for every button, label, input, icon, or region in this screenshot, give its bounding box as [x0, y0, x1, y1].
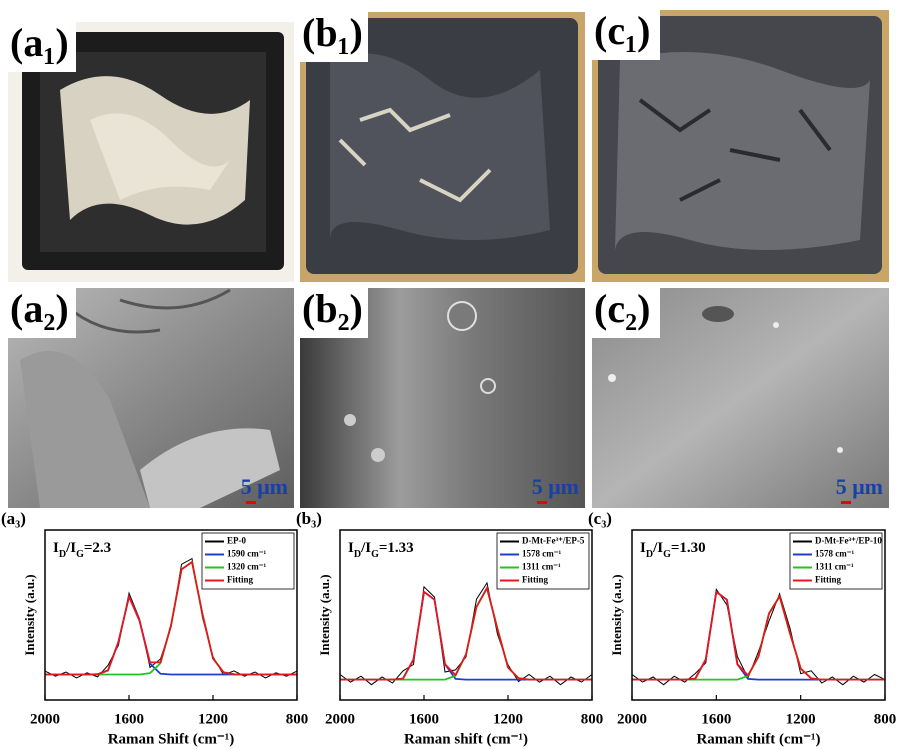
legend-label: D-Mt-Fe³⁺/EP-10	[815, 536, 882, 546]
series-line	[632, 592, 885, 680]
series-line	[632, 589, 885, 684]
scale-bar	[841, 501, 851, 504]
image-label: (a₁)	[10, 20, 69, 65]
annotation-part: /I	[360, 540, 371, 556]
image-label: (c₁)	[594, 8, 650, 53]
x-tick-label: 1600	[701, 711, 731, 727]
x-tick-label: 1200	[493, 711, 523, 727]
y-axis-label: Intensity (a.u.)	[317, 574, 332, 655]
scale-bar-label: 5 μm	[836, 474, 883, 499]
x-axis-label: Raman shift (cm⁻¹)	[696, 731, 820, 747]
y-axis-label: Intensity (a.u.)	[22, 574, 37, 655]
x-tick-label: 1200	[786, 711, 816, 727]
x-axis-label: Raman Shift (cm⁻¹)	[108, 731, 235, 747]
legend-label: EP-0	[227, 536, 246, 546]
image-label: (c₂)	[594, 286, 650, 331]
legend-label: 1320 cm⁻¹	[227, 562, 266, 572]
annotation-part: =2.3	[84, 540, 111, 556]
x-tick-label: 2000	[617, 711, 647, 727]
annotation-part: /I	[652, 540, 663, 556]
legend-label: 1590 cm⁻¹	[227, 549, 266, 559]
series-line	[632, 596, 885, 679]
annotation: ID/IG=1.33	[348, 540, 414, 559]
series-line	[340, 592, 592, 680]
x-tick-label: 1200	[198, 711, 228, 727]
legend-label: Fitting	[227, 575, 253, 585]
y-axis-label: Intensity (a.u.)	[609, 574, 624, 655]
annotation-part: D	[646, 549, 653, 560]
legend-label: 1311 cm⁻¹	[815, 562, 854, 572]
legend-label: Fitting	[815, 575, 841, 585]
panel-label: (b₃)	[296, 509, 322, 528]
x-tick-label: 800	[286, 711, 309, 727]
annotation: ID/IG=2.3	[53, 540, 111, 559]
series-line	[632, 592, 885, 680]
legend-label: D-Mt-Fe³⁺/EP-5	[522, 536, 585, 546]
panel-label: (c₃)	[588, 509, 612, 528]
x-tick-label: 2000	[325, 711, 355, 727]
series-line	[340, 583, 592, 685]
scale-bar	[246, 501, 256, 504]
annotation-part: =1.33	[379, 540, 414, 556]
x-tick-label: 800	[581, 711, 604, 727]
legend-label: 1578 cm⁻¹	[815, 549, 854, 559]
series-line	[340, 588, 592, 680]
scale-bar	[537, 501, 547, 504]
series-line	[45, 597, 297, 675]
image-label: (b₁)	[302, 10, 363, 55]
x-tick-label: 800	[874, 711, 897, 727]
image-label: (b₂)	[302, 286, 363, 331]
panel-label: (a₃)	[1, 509, 26, 528]
figure: (a₁) (b₁) (c₁) (a₂) 5 μm (b₂) 5 μm (c₂) 5 μm (a₃…	[0, 0, 899, 749]
x-tick-label: 1600	[114, 711, 144, 727]
annotation-part: =1.30	[671, 540, 706, 556]
series-line	[340, 588, 592, 680]
image-label: (a₂)	[10, 286, 69, 331]
x-tick-label: 2000	[30, 711, 60, 727]
annotation-part: /I	[65, 540, 76, 556]
scale-bar-label: 5 μm	[532, 474, 579, 499]
legend-label: 1578 cm⁻¹	[522, 549, 561, 559]
annotation: ID/IG=1.30	[640, 540, 706, 559]
annotation-part: D	[59, 549, 66, 560]
annotation-part: D	[354, 549, 361, 560]
x-axis-label: Raman shift (cm⁻¹)	[404, 731, 528, 747]
scale-bar-label: 5 μm	[241, 474, 288, 499]
x-tick-label: 1600	[409, 711, 439, 727]
legend-label: Fitting	[522, 575, 548, 585]
legend-label: 1311 cm⁻¹	[522, 562, 561, 572]
